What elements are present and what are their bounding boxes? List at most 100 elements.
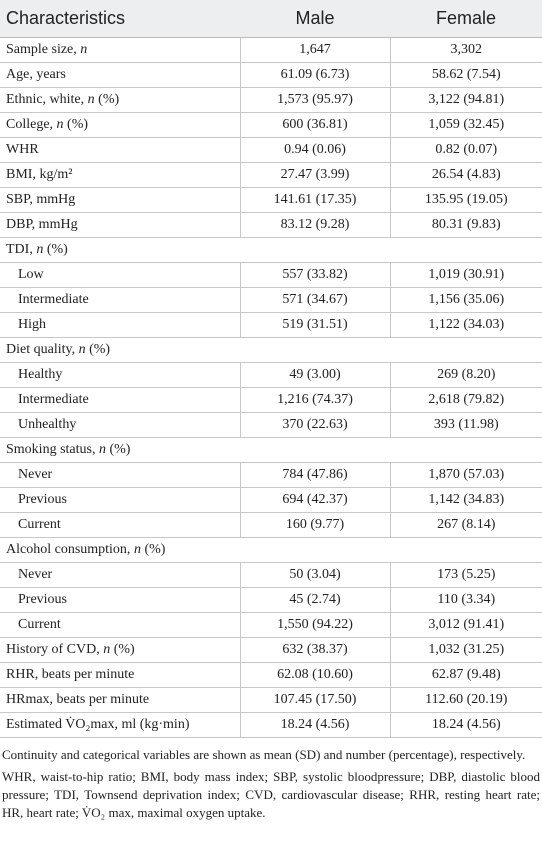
- header-cell: Characteristics: [0, 0, 240, 38]
- female-value: 0.82 (0.07): [390, 137, 542, 163]
- female-value: 62.87 (9.48): [390, 662, 542, 688]
- row-label: Estimated V̇O₂max, ml (kg·min): [0, 712, 241, 738]
- row-label: HRmax, beats per minute: [0, 687, 241, 713]
- table-row: Estimated V̇O₂max, ml (kg·min) 18.24 (4.5…: [0, 712, 542, 738]
- row-label: Never: [0, 562, 241, 588]
- table-row: Previous 45 (2.74) 110 (3.34): [0, 587, 542, 613]
- row-label: History of CVD, n (%): [0, 637, 241, 663]
- table-row: DBP, mmHg 83.12 (9.28) 80.31 (9.83): [0, 212, 542, 238]
- table-row: Never 50 (3.04) 173 (5.25): [0, 562, 542, 588]
- row-label: Current: [0, 512, 241, 538]
- female-value: 1,142 (34.83): [390, 487, 542, 513]
- table-row: Healthy 49 (3.00) 269 (8.20): [0, 362, 542, 388]
- male-value: 600 (36.81): [240, 112, 391, 138]
- row-label: WHR: [0, 137, 241, 163]
- group-row: Diet quality, n (%): [0, 337, 542, 363]
- male-value: 45 (2.74): [240, 587, 391, 613]
- table-row: History of CVD, n (%) 632 (38.37) 1,032 (3…: [0, 637, 542, 663]
- group-row: Smoking status, n (%): [0, 437, 542, 463]
- male-value: 50 (3.04): [240, 562, 391, 588]
- table-row: Never 784 (47.86) 1,870 (57.03): [0, 462, 542, 488]
- table-row: RHR, beats per minute 62.08 (10.60) 62.87 …: [0, 662, 542, 688]
- group-label: Alcohol consumption, n (%): [0, 537, 542, 563]
- row-label: Never: [0, 462, 241, 488]
- table-body: Sample size, n 1,647 3,302 Age, years 61.09 …: [0, 37, 542, 738]
- male-value: 107.45 (17.50): [240, 687, 391, 713]
- row-label: Previous: [0, 487, 241, 513]
- row-label: BMI, kg/m²: [0, 162, 241, 188]
- table-row: Age, years 61.09 (6.73) 58.62 (7.54): [0, 62, 542, 88]
- male-value: 62.08 (10.60): [240, 662, 391, 688]
- row-label: College, n (%): [0, 112, 241, 138]
- header-row: Characteristics Male Female: [0, 0, 542, 38]
- group-row: TDI, n (%): [0, 237, 542, 263]
- footnote: WHR, waist-to-hip ratio; BMI, body mass …: [2, 769, 540, 820]
- row-label: RHR, beats per minute: [0, 662, 241, 688]
- table-row: Unhealthy 370 (22.63) 393 (11.98): [0, 412, 542, 438]
- male-value: 61.09 (6.73): [240, 62, 391, 88]
- male-value: 27.47 (3.99): [240, 162, 391, 188]
- male-value: 1,573 (95.97): [240, 87, 391, 113]
- row-label: Intermediate: [0, 387, 241, 413]
- table-row: Intermediate 571 (34.67) 1,156 (35.06): [0, 287, 542, 313]
- female-value: 112.60 (20.19): [390, 687, 542, 713]
- female-value: 267 (8.14): [390, 512, 542, 538]
- female-value: 1,059 (32.45): [390, 112, 542, 138]
- row-label: Previous: [0, 587, 241, 613]
- group-label: Diet quality, n (%): [0, 337, 542, 363]
- male-value: 1,550 (94.22): [240, 612, 391, 638]
- header-cell: Male: [240, 0, 390, 38]
- row-label: Age, years: [0, 62, 241, 88]
- table-row: Current 160 (9.77) 267 (8.14): [0, 512, 542, 538]
- table-row: SBP, mmHg 141.61 (17.35) 135.95 (19.05): [0, 187, 542, 213]
- female-value: 1,019 (30.91): [390, 262, 542, 288]
- female-value: 135.95 (19.05): [390, 187, 542, 213]
- female-value: 58.62 (7.54): [390, 62, 542, 88]
- male-value: 370 (22.63): [240, 412, 391, 438]
- footnotes: Continuity and categorical variables are…: [0, 738, 542, 822]
- male-value: 160 (9.77): [240, 512, 391, 538]
- male-value: 83.12 (9.28): [240, 212, 391, 238]
- footnote: Continuity and categorical variables are…: [2, 747, 526, 762]
- row-label: Intermediate: [0, 287, 241, 313]
- female-value: 2,618 (79.82): [390, 387, 542, 413]
- row-label: SBP, mmHg: [0, 187, 241, 213]
- table-row: Ethnic, white, n (%) 1,573 (95.97) 3,122 (…: [0, 87, 542, 113]
- row-label: Healthy: [0, 362, 241, 388]
- male-value: 557 (33.82): [240, 262, 391, 288]
- male-value: 784 (47.86): [240, 462, 391, 488]
- table-row: BMI, kg/m² 27.47 (3.99) 26.54 (4.83): [0, 162, 542, 188]
- row-label: Sample size, n: [0, 37, 241, 63]
- male-value: 1,647: [240, 37, 391, 63]
- male-value: 1,216 (74.37): [240, 387, 391, 413]
- female-value: 1,032 (31.25): [390, 637, 542, 663]
- row-label: Low: [0, 262, 241, 288]
- table-row: Intermediate 1,216 (74.37) 2,618 (79.82): [0, 387, 542, 413]
- header-cell: Female: [390, 0, 542, 38]
- female-value: 3,302: [390, 37, 542, 63]
- table-row: College, n (%) 600 (36.81) 1,059 (32.45): [0, 112, 542, 138]
- group-label: Smoking status, n (%): [0, 437, 542, 463]
- table-row: HRmax, beats per minute 107.45 (17.50) 112…: [0, 687, 542, 713]
- female-value: 80.31 (9.83): [390, 212, 542, 238]
- table-row: Current 1,550 (94.22) 3,012 (91.41): [0, 612, 542, 638]
- female-value: 18.24 (4.56): [390, 712, 542, 738]
- table-row: Low 557 (33.82) 1,019 (30.91): [0, 262, 542, 288]
- female-value: 26.54 (4.83): [390, 162, 542, 188]
- group-label: TDI, n (%): [0, 237, 542, 263]
- table-row: Previous 694 (42.37) 1,142 (34.83): [0, 487, 542, 513]
- female-value: 110 (3.34): [390, 587, 542, 613]
- table-row: Sample size, n 1,647 3,302: [0, 37, 542, 63]
- row-label: DBP, mmHg: [0, 212, 241, 238]
- characteristics-table: Characteristics Male Female Sample size,…: [0, 0, 542, 738]
- row-label: Unhealthy: [0, 412, 241, 438]
- male-value: 18.24 (4.56): [240, 712, 391, 738]
- female-value: 269 (8.20): [390, 362, 542, 388]
- group-row: Alcohol consumption, n (%): [0, 537, 542, 563]
- male-value: 519 (31.51): [240, 312, 391, 338]
- female-value: 393 (11.98): [390, 412, 542, 438]
- female-value: 3,122 (94.81): [390, 87, 542, 113]
- male-value: 694 (42.37): [240, 487, 391, 513]
- female-value: 1,156 (35.06): [390, 287, 542, 313]
